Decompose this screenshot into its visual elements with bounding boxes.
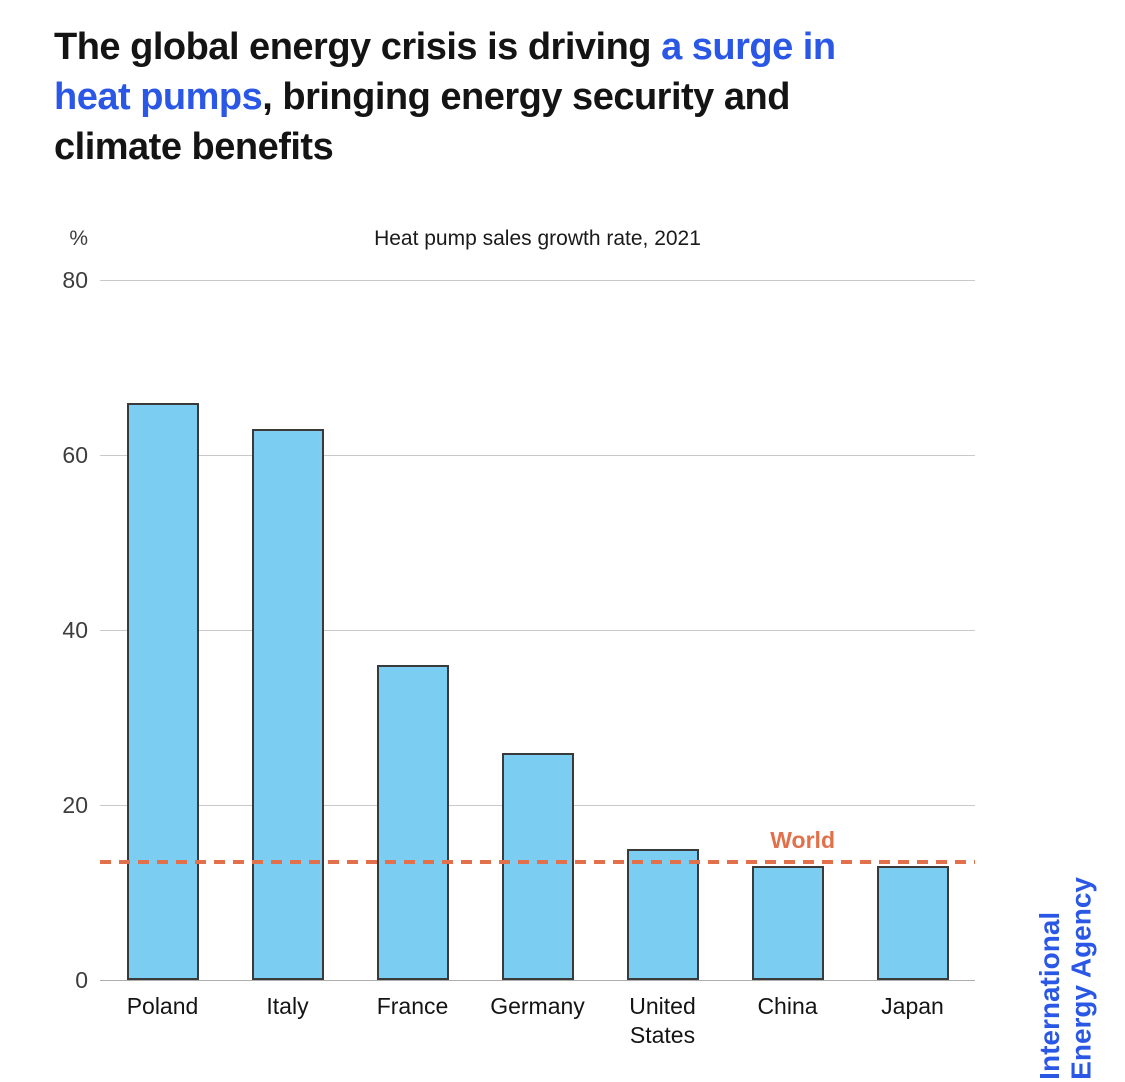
headline-highlight-2: heat pumps	[54, 76, 263, 118]
bar-germany	[501, 752, 574, 980]
y-axis-tick-40: 40	[62, 617, 88, 643]
plot-area: World	[100, 279, 975, 981]
world-line-label: World	[770, 826, 835, 853]
headline-line-2: heat pumps, bringing energy security and	[54, 72, 836, 122]
bar-france	[376, 665, 449, 980]
gridline-40	[100, 629, 975, 631]
headline-line-3: climate benefits	[54, 122, 836, 172]
headline: The global energy crisis is driving a su…	[54, 22, 836, 172]
y-axis-tick-0: 0	[75, 967, 88, 993]
bar-japan	[876, 866, 949, 980]
source-attribution: International Energy Agency	[1034, 877, 1097, 1080]
y-axis-tick-20: 20	[62, 792, 88, 818]
y-axis-unit-label: %	[69, 227, 88, 250]
y-axis-tick-80: 80	[62, 267, 88, 293]
bar-china	[751, 866, 824, 980]
y-axis-tick-60: 60	[62, 442, 88, 468]
gridline-60	[100, 454, 975, 456]
world-average-line	[100, 859, 975, 864]
x-axis-label-china: China	[757, 993, 818, 1019]
bar-united-states	[626, 848, 699, 980]
headline-text: The global energy crisis is driving	[54, 26, 662, 68]
x-axis-labels: Poland Italy France Germany United States Chi…	[100, 992, 975, 1050]
x-axis-label-poland: Poland	[126, 993, 199, 1019]
headline-highlight-1: a surge in	[661, 26, 836, 68]
bar-italy	[251, 428, 324, 980]
headline-line-1: The global energy crisis is driving a su…	[54, 22, 836, 72]
bar-poland	[126, 402, 199, 980]
x-axis-label-united-states: United States	[629, 993, 696, 1048]
x-axis-label-japan: Japan	[881, 993, 944, 1019]
headline-text: climate benefits	[54, 126, 334, 168]
x-axis-label-italy: Italy	[266, 993, 309, 1019]
gridline-80	[100, 279, 975, 281]
x-axis-label-germany: Germany	[490, 993, 585, 1019]
gridline-0	[100, 979, 975, 981]
source-line-2: Energy Agency	[1065, 877, 1097, 1080]
chart-title: Heat pump sales growth rate, 2021	[374, 227, 701, 250]
headline-text: , bringing energy security and	[262, 76, 790, 118]
source-line-1: International	[1034, 911, 1066, 1080]
x-axis-label-france: France	[376, 993, 449, 1019]
